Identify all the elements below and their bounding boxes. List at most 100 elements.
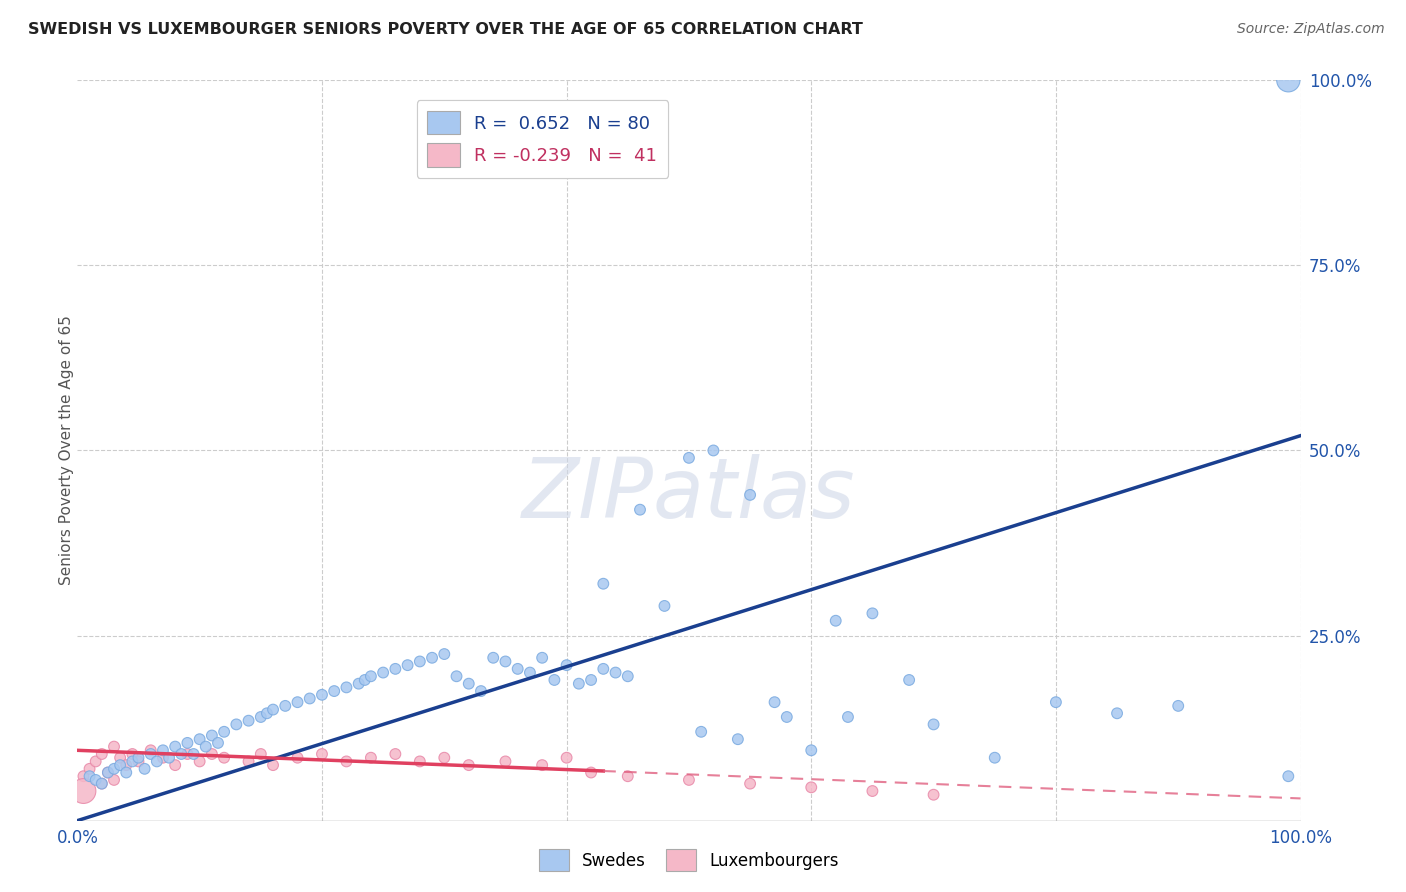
Point (678, 772, 700, 787)
Point (127, 755, 149, 769)
Point (495, 655, 517, 669)
Point (72, 769, 94, 783)
Point (188, 732, 211, 747)
Point (72, 784, 94, 798)
Point (800, 743, 823, 757)
Point (446, 669, 468, 683)
Point (922, 788, 945, 802)
Point (506, 662, 529, 676)
Point (201, 729, 224, 743)
Point (1107, 706, 1129, 721)
Point (262, 703, 284, 717)
Point (115, 765, 138, 780)
Point (311, 688, 333, 702)
Point (201, 747, 224, 761)
Point (543, 673, 565, 687)
Point (409, 655, 432, 669)
Point (157, 750, 180, 764)
Point (250, 747, 273, 761)
Point (134, 762, 156, 776)
Point (555, 658, 578, 673)
Point (335, 681, 357, 695)
Point (90, 776, 112, 791)
Point (433, 647, 456, 661)
Point (115, 758, 138, 772)
Point (579, 765, 602, 780)
Point (152, 743, 174, 757)
Point (384, 747, 406, 761)
Point (97, 765, 120, 780)
Point (103, 762, 125, 776)
Point (457, 758, 479, 772)
Point (922, 717, 945, 731)
Point (238, 714, 260, 728)
Point (84, 755, 107, 769)
Point (165, 758, 187, 772)
Text: SWEDISH VS LUXEMBOURGER SENIORS POVERTY OVER THE AGE OF 65 CORRELATION CHART: SWEDISH VS LUXEMBOURGER SENIORS POVERTY … (28, 22, 863, 37)
Point (800, 780, 823, 795)
Point (139, 747, 162, 761)
Point (90, 747, 112, 761)
Point (433, 750, 456, 764)
Point (470, 684, 492, 698)
Point (824, 614, 846, 628)
Point (1167, 698, 1189, 713)
Point (165, 739, 187, 754)
Point (519, 665, 541, 680)
Text: Source: ZipAtlas.com: Source: ZipAtlas.com (1237, 22, 1385, 37)
Point (702, 443, 724, 458)
Point (360, 750, 382, 764)
Point (740, 488, 762, 502)
Point (678, 450, 700, 465)
Point (274, 698, 297, 713)
Point (628, 502, 651, 516)
Point (121, 747, 143, 761)
Point (371, 665, 394, 680)
Point (183, 747, 205, 761)
Point (654, 599, 676, 613)
Point (262, 758, 284, 772)
Point (1045, 695, 1067, 709)
Point (79, 769, 101, 783)
Point (690, 724, 713, 739)
Point (152, 750, 174, 764)
Point (108, 758, 131, 772)
Point (384, 662, 406, 676)
Point (531, 650, 554, 665)
Point (90, 776, 112, 791)
Point (103, 739, 125, 754)
Point (568, 676, 591, 690)
Point (127, 750, 149, 764)
Point (495, 755, 517, 769)
Point (862, 784, 884, 798)
Point (194, 739, 217, 754)
Point (311, 747, 333, 761)
Point (457, 676, 479, 690)
Point (335, 755, 357, 769)
Point (579, 673, 602, 687)
Text: ZIPatlas: ZIPatlas (522, 454, 856, 535)
Point (176, 747, 198, 761)
Point (103, 772, 125, 787)
Point (898, 673, 921, 687)
Point (617, 669, 640, 683)
Point (84, 772, 107, 787)
Point (79, 762, 101, 776)
Point (727, 732, 749, 747)
Point (862, 607, 884, 621)
Legend: Swedes, Luxembourgers: Swedes, Luxembourgers (530, 841, 848, 880)
Point (740, 776, 762, 791)
Point (1277, 73, 1299, 87)
Point (323, 684, 346, 698)
Legend: R =  0.652   N = 80, R = -0.239   N =  41: R = 0.652 N = 80, R = -0.239 N = 41 (416, 101, 668, 178)
Point (212, 750, 235, 764)
Point (776, 710, 799, 724)
Point (360, 669, 382, 683)
Point (97, 765, 120, 780)
Point (396, 658, 419, 673)
Point (108, 750, 131, 764)
Point (592, 576, 614, 591)
Point (837, 710, 859, 724)
Point (984, 750, 1007, 764)
Point (555, 750, 578, 764)
